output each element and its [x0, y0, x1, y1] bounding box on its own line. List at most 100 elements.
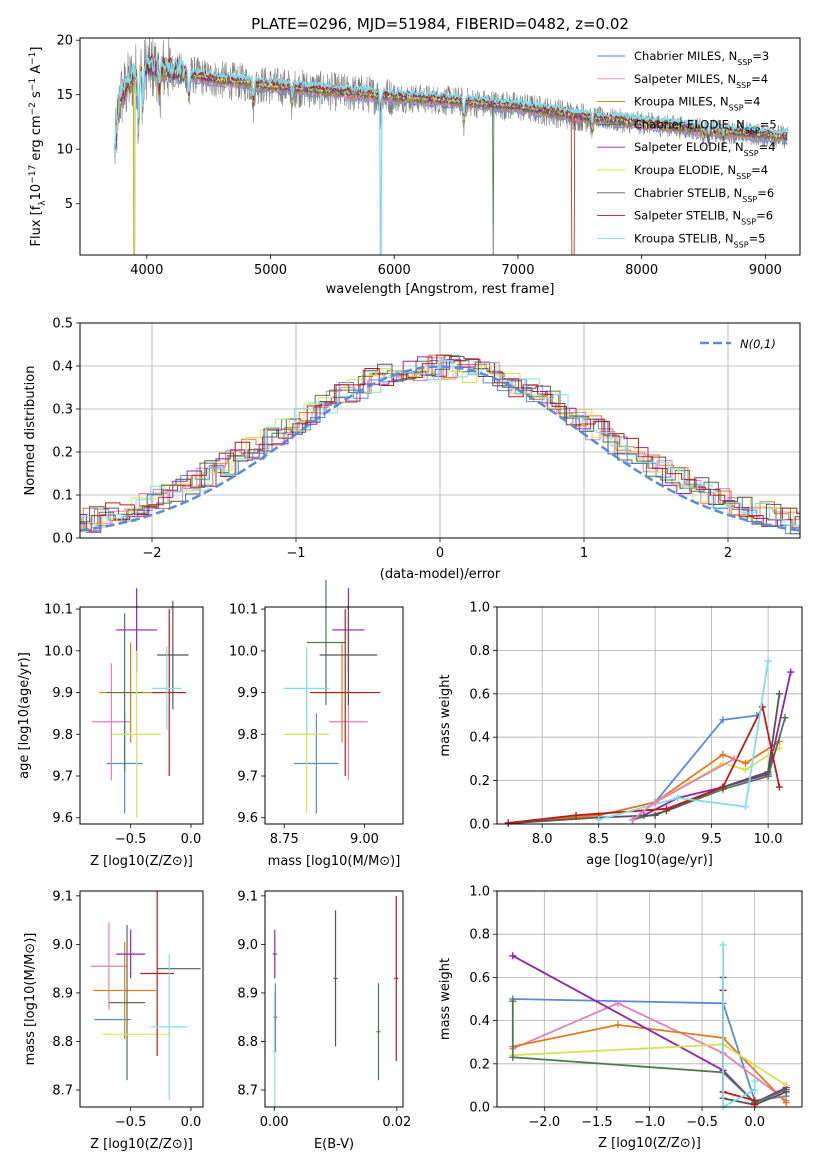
y-tick-label: 10.0	[44, 644, 73, 659]
y-axis-label: mass weight	[438, 958, 453, 1040]
plus-marker	[719, 751, 727, 759]
plus-marker	[651, 798, 659, 806]
legend-model: Salpeter MILES, N	[634, 72, 736, 86]
legend-model: Kroupa MILES, N	[634, 95, 729, 109]
legend-n: =6	[756, 209, 773, 223]
x-tick-label: 5000	[254, 263, 287, 278]
plus-marker	[719, 783, 727, 791]
y-tick-label: 9.0	[237, 938, 258, 953]
y-tick-label: 0.6	[469, 687, 490, 702]
mass-weight-line	[508, 740, 780, 824]
plus-marker	[775, 690, 783, 698]
x-axis-label: wavelength [Angstrom, rest frame]	[326, 282, 555, 297]
legend-model: Chabrier MILES, N	[634, 49, 737, 63]
plus-marker	[782, 1088, 790, 1096]
x-tick-label: 7000	[501, 263, 534, 278]
y-tick-label: 9.1	[52, 889, 73, 904]
legend-label: Salpeter STELIB, NSSP=6	[634, 209, 773, 227]
legend-n: =4	[759, 140, 776, 154]
legend-label: Chabrier MILES, NSSP=3	[634, 49, 769, 67]
legend-n: =6	[757, 186, 774, 200]
y-tick-label: 20	[56, 34, 73, 49]
y-tick-label: 9.9	[52, 686, 73, 701]
x-tick-label: 1	[580, 546, 588, 561]
x-tick-label: 9.0	[645, 832, 666, 847]
legend-n: =4	[751, 72, 768, 86]
legend-sub: SSP	[745, 126, 760, 135]
x-tick-label: 9000	[749, 263, 782, 278]
y-tick-label: 0.2	[469, 774, 490, 789]
age-vs-mass-panel: 8.75 9.00 9.6 9.7 9.8 9.9 10.0 10.1 mass [log10(…	[229, 579, 404, 869]
x-tick-label: −1.5	[581, 1115, 613, 1130]
plus-marker	[662, 805, 670, 813]
y-tick-label: 0.2	[469, 1057, 490, 1072]
legend-label: Kroupa STELIB, NSSP=5	[634, 231, 765, 249]
plus-marker	[674, 794, 682, 802]
x-axis-label: Z [log10(Z/Z⊙)]	[598, 1136, 701, 1151]
y-tick-label: 1.0	[469, 601, 490, 616]
plus-marker	[719, 716, 727, 724]
y-axis-label-part: ]	[29, 47, 44, 52]
legend-label: Kroupa MILES, NSSP=4	[634, 95, 760, 113]
x-tick-label: 9.5	[701, 832, 722, 847]
residuals-frame	[79, 322, 801, 539]
legend-n: =4	[744, 95, 761, 109]
y-tick-label: 9.8	[237, 728, 258, 743]
mass-weight-line	[512, 1023, 787, 1104]
y-axis-label: Normed distribution	[23, 366, 38, 496]
age-vs-z-frame	[79, 606, 204, 825]
x-tick-label: 0.0	[181, 832, 202, 847]
legend-n: =4	[751, 163, 768, 177]
spectrum-lines	[113, 38, 788, 255]
legend-model: Kroupa STELIB, N	[634, 231, 734, 245]
y-tick-label: 9.1	[237, 889, 258, 904]
y-axis-label-part: erg cm	[29, 115, 44, 164]
x-tick-label: −2	[142, 546, 161, 561]
mass-weight-vs-age-panel: 8.0 8.5 9.0 9.5 10.0 0.0 0.2 0.4 0.6 0.8 1.0 age [l…	[438, 601, 803, 868]
spectrum-model-line	[114, 58, 788, 255]
mass-vs-ebv-frame	[264, 890, 404, 1108]
legend-sub: SSP	[734, 240, 749, 249]
x-axis-label: Z [log10(Z/Z⊙)]	[90, 1137, 193, 1152]
y-tick-label: 9.6	[52, 811, 73, 826]
x-tick-label: 4000	[130, 263, 163, 278]
plus-marker	[509, 952, 517, 960]
mass-weight-line	[508, 704, 781, 824]
legend-label: Salpeter ELODIE, NSSP=4	[634, 140, 776, 158]
plus-marker	[764, 768, 772, 776]
plus-marker	[781, 714, 789, 722]
plus-marker	[719, 941, 727, 949]
y-tick-label: 8.9	[52, 986, 73, 1001]
legend-model: Salpeter STELIB, N	[634, 209, 741, 223]
histogram-series	[80, 365, 800, 533]
histogram-series	[80, 360, 800, 532]
y-axis-label-part: −17	[28, 165, 38, 184]
y-tick-label: 8.8	[52, 1035, 73, 1050]
x-tick-label: 0.0	[181, 1115, 202, 1130]
x-tick-label: −0.5	[115, 1115, 147, 1130]
x-tick-label: 0.02	[382, 1115, 411, 1130]
plus-marker	[742, 766, 750, 774]
x-tick-label: 8.5	[588, 832, 609, 847]
mass-weight-line	[722, 945, 756, 1109]
histogram-series	[80, 355, 800, 535]
y-tick-label: 8.7	[237, 1084, 258, 1099]
x-tick-label: 9.00	[350, 832, 379, 847]
y-tick-label: 1.0	[469, 885, 490, 900]
y-axis-label-part: 10	[29, 184, 44, 201]
x-tick-label: −1	[286, 546, 305, 561]
y-tick-label: 10.0	[229, 644, 258, 659]
x-tick-label: 0.00	[260, 1115, 289, 1130]
y-axis-label-part: A	[29, 65, 44, 78]
legend-sub: SSP	[737, 58, 752, 67]
plus-marker	[629, 816, 637, 824]
chart-title: PLATE=0296, MJD=51984, FIBERID=0482, z=0…	[251, 15, 629, 33]
x-tick-label: −1.0	[634, 1115, 666, 1130]
legend-sub: SSP	[741, 217, 756, 226]
histogram-series	[80, 356, 800, 526]
histogram-series	[80, 357, 800, 532]
y-tick-label: 0.4	[469, 731, 490, 746]
legend-model: Chabrier ELODIE, N	[634, 117, 745, 131]
